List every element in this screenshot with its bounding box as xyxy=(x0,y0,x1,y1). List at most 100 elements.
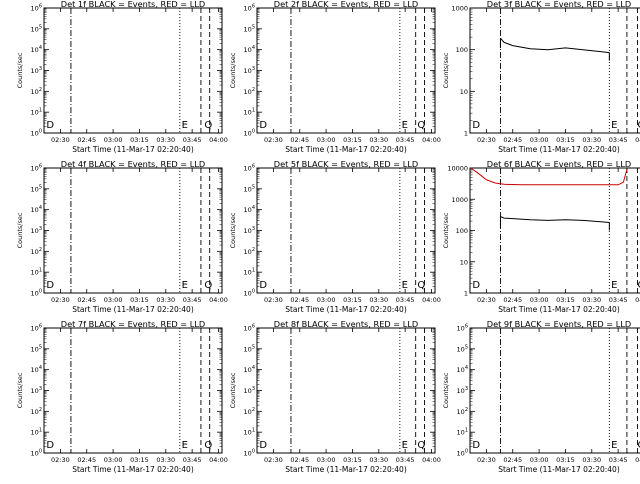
x-tick-label: 04:00 xyxy=(422,296,441,304)
x-axis-label: Start Time (11-Mar-17 02:20:40) xyxy=(498,305,620,314)
x-tick-label: 03:00 xyxy=(104,136,123,144)
x-tick-label: 02:45 xyxy=(77,136,96,144)
x-tick-label: 03:45 xyxy=(183,456,202,464)
y-axis-label: Counts/sec xyxy=(229,52,237,88)
x-tick-label: 03:30 xyxy=(582,296,601,304)
data-series-line xyxy=(470,167,628,186)
x-tick-label: 02:30 xyxy=(477,456,496,464)
x-tick-label: 02:45 xyxy=(503,136,522,144)
x-tick-label: 03:00 xyxy=(317,456,336,464)
marker-letter: E xyxy=(182,440,188,451)
plot-frame xyxy=(256,327,436,454)
plot-frame xyxy=(43,327,223,454)
y-axis-label: Counts/sec xyxy=(442,212,450,248)
y-tick-label: 100 xyxy=(457,449,468,458)
x-tick-label: 03:00 xyxy=(530,136,549,144)
chart-panel-3: Det 3f BLACK = Events, RED = LLD Counts/s… xyxy=(442,0,640,154)
marker-letter: Q xyxy=(204,440,212,451)
marker-letter: E xyxy=(182,280,188,291)
x-tick-label: 02:30 xyxy=(51,136,70,144)
y-tick-label: 103 xyxy=(31,226,42,235)
x-axis-label: Start Time (11-Mar-17 02:20:40) xyxy=(498,145,620,154)
y-tick-label: 102 xyxy=(244,407,255,416)
marker-letter: Q xyxy=(417,280,425,291)
y-tick-label: 101 xyxy=(244,268,255,277)
y-tick-label: 100 xyxy=(456,227,468,235)
y-tick-label: 105 xyxy=(31,24,42,33)
marker-letter: D xyxy=(259,280,267,291)
x-tick-label: 03:00 xyxy=(317,296,336,304)
chart-title: Det 2f BLACK = Events, RED = LLD xyxy=(274,0,418,9)
marker-letter: D xyxy=(259,440,267,451)
x-tick-label: 04:00 xyxy=(635,296,640,304)
y-tick-label: 103 xyxy=(244,66,255,75)
x-tick-label: 03:15 xyxy=(556,136,575,144)
y-tick-label: 100 xyxy=(31,129,42,138)
x-tick-label: 02:30 xyxy=(51,456,70,464)
marker-letter: Q xyxy=(204,280,212,291)
x-tick-label: 03:15 xyxy=(343,296,362,304)
y-tick-label: 101 xyxy=(31,268,42,277)
chart-title: Det 7f BLACK = Events, RED = LLD xyxy=(61,319,205,329)
x-tick-label: 04:00 xyxy=(209,296,228,304)
x-tick-label: 02:45 xyxy=(290,136,309,144)
x-tick-label: 03:30 xyxy=(369,136,388,144)
x-tick-label: 03:15 xyxy=(343,456,362,464)
x-tick-label: 03:15 xyxy=(556,456,575,464)
x-tick-label: 03:00 xyxy=(104,296,123,304)
x-tick-label: 03:30 xyxy=(369,456,388,464)
x-tick-label: 03:00 xyxy=(317,136,336,144)
x-tick-label: 02:30 xyxy=(477,136,496,144)
marker-letter: D xyxy=(472,440,480,451)
x-tick-label: 03:15 xyxy=(130,136,149,144)
plot-frame xyxy=(256,7,436,134)
chart-title: Det 1f BLACK = Events, RED = LLD xyxy=(61,0,205,9)
x-tick-label: 02:30 xyxy=(264,456,283,464)
x-axis-label: Start Time (11-Mar-17 02:20:40) xyxy=(72,305,194,314)
marker-letter: D xyxy=(46,280,54,291)
y-tick-label: 106 xyxy=(244,324,255,333)
y-tick-label: 104 xyxy=(244,205,255,214)
x-tick-label: 02:30 xyxy=(477,296,496,304)
chart-panel-5: Det 5f BLACK = Events, RED = LLD Counts/s… xyxy=(229,159,441,314)
y-tick-label: 104 xyxy=(31,45,42,54)
y-tick-label: 106 xyxy=(457,324,468,333)
marker-letter: E xyxy=(402,120,408,131)
y-tick-label: 105 xyxy=(244,344,255,353)
x-tick-label: 03:00 xyxy=(530,456,549,464)
marker-letter: D xyxy=(472,120,480,131)
y-axis-label: Counts/sec xyxy=(16,52,24,88)
y-axis-label: Counts/sec xyxy=(16,372,24,408)
y-tick-label: 105 xyxy=(31,344,42,353)
y-tick-label: 103 xyxy=(31,66,42,75)
chart-panel-1: Det 1f BLACK = Events, RED = LLD Counts/s… xyxy=(16,0,228,154)
chart-panel-9: Det 9f BLACK = Events, RED = LLD Counts/s… xyxy=(442,319,640,474)
y-tick-label: 103 xyxy=(244,386,255,395)
y-tick-label: 105 xyxy=(244,24,255,33)
marker-letter: E xyxy=(402,440,408,451)
chart-panel-8: Det 8f BLACK = Events, RED = LLD Counts/s… xyxy=(229,319,441,474)
data-series-line xyxy=(500,216,610,223)
x-tick-label: 04:00 xyxy=(422,456,441,464)
y-tick-label: 10000 xyxy=(447,165,468,173)
y-tick-label: 1000 xyxy=(451,5,468,13)
x-tick-label: 02:45 xyxy=(503,296,522,304)
marker-letter: Q xyxy=(637,120,640,131)
x-tick-label: 03:15 xyxy=(556,296,575,304)
x-tick-label: 03:00 xyxy=(530,296,549,304)
y-tick-label: 101 xyxy=(31,428,42,437)
marker-letter: Q xyxy=(637,280,640,291)
chart-panel-2: Det 2f BLACK = Events, RED = LLD Counts/s… xyxy=(229,0,441,154)
y-tick-label: 106 xyxy=(31,4,42,13)
x-tick-label: 03:30 xyxy=(156,456,175,464)
y-tick-label: 100 xyxy=(244,289,255,298)
y-tick-label: 102 xyxy=(244,87,255,96)
x-tick-label: 02:30 xyxy=(264,136,283,144)
chart-title: Det 6f BLACK = Events, RED = LLD xyxy=(487,159,631,169)
y-tick-label: 100 xyxy=(244,129,255,138)
y-tick-label: 1 xyxy=(464,130,468,138)
marker-letter: D xyxy=(472,280,480,291)
x-tick-label: 03:45 xyxy=(396,296,415,304)
